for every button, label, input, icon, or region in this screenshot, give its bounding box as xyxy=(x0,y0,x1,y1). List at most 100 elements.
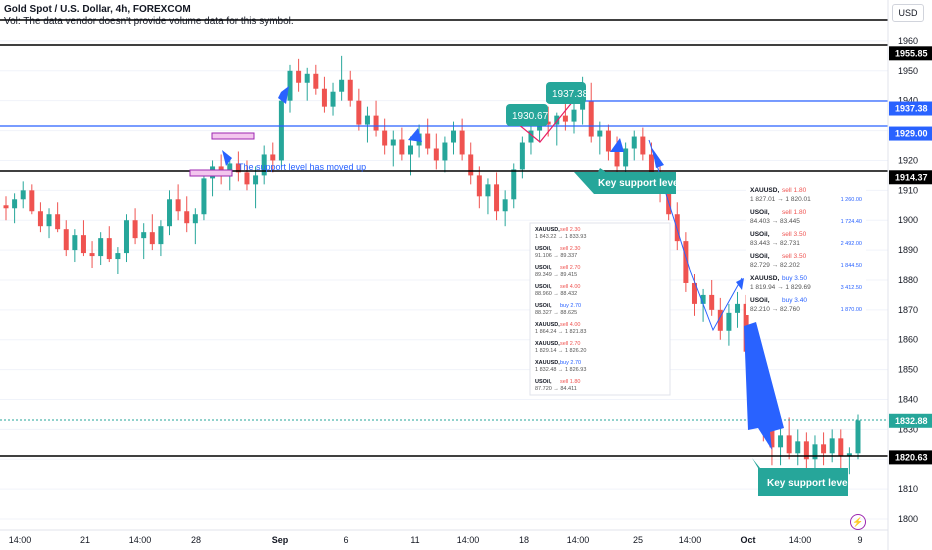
candle-body xyxy=(700,294,706,304)
candle-body xyxy=(347,79,353,101)
candle-body xyxy=(683,241,689,283)
candle-body xyxy=(356,100,362,125)
symbol-title[interactable]: Gold Spot / U.S. Dollar, 4h, FOREXCOM xyxy=(4,4,191,15)
trade-side: sell 3.50 xyxy=(782,253,807,260)
chart-drawings: The support level has moved up 1930.67 1… xyxy=(0,19,888,496)
trade-side: buy 3.50 xyxy=(782,275,807,282)
time-tick-label: 21 xyxy=(80,535,90,545)
candle-body xyxy=(3,205,9,209)
trade-symbol: USOil, xyxy=(535,379,552,385)
price-tag xyxy=(889,413,932,428)
candle-body xyxy=(605,130,611,152)
candle-body xyxy=(623,148,629,167)
trade-prices: 87.720 → 84.411 xyxy=(535,386,577,392)
big-arrow-down-icon xyxy=(744,322,784,450)
price-tag-label: 1820.63 xyxy=(895,452,928,462)
candle-body xyxy=(519,142,525,170)
price-tag xyxy=(889,46,932,61)
trade-symbol: USOil, xyxy=(535,303,552,309)
price-callout-1930[interactable] xyxy=(506,104,548,126)
trade-symbol: USOil, xyxy=(750,231,770,238)
trade-symbol: XAUUSD, xyxy=(750,187,779,194)
candle-body xyxy=(571,109,577,122)
price-tick-label: 1940 xyxy=(898,96,918,106)
time-tick-label: 11 xyxy=(410,535,419,545)
time-tick-label: Sep xyxy=(272,535,289,545)
flash-icon[interactable]: ⚡ xyxy=(850,514,866,530)
trade-prices: 1 829.14 → 1 826.20 xyxy=(535,348,586,354)
time-tick-label: 14:00 xyxy=(789,535,812,545)
price-tick-label: 1840 xyxy=(898,395,918,405)
candle-body xyxy=(364,115,370,125)
candle-body xyxy=(20,190,26,200)
key-support-callout-2-text: Key support level xyxy=(767,478,851,489)
time-tick-label: 14:00 xyxy=(457,535,480,545)
time-axis[interactable]: 14:00 21 14:00 28 Sep 6 11 14:00 18 14:00 25 14:00 O… xyxy=(0,529,888,545)
price-callout-1930-text: 1930.67 xyxy=(512,111,549,122)
candle-body xyxy=(278,100,284,161)
candle-body xyxy=(123,220,129,254)
trade-prices: 89.349 → 89.415 xyxy=(535,272,577,278)
candle-body xyxy=(855,420,861,454)
candle-body xyxy=(468,154,474,176)
key-support-callout-2[interactable] xyxy=(752,458,848,496)
price-tag xyxy=(889,101,932,116)
candle-body xyxy=(321,88,327,107)
candle-body xyxy=(485,184,491,197)
candle-body xyxy=(631,136,637,149)
candle-body xyxy=(821,444,827,454)
trade-profit: 1 870.00 xyxy=(841,307,862,313)
time-tick-label: 14:00 xyxy=(129,535,152,545)
zone-rect-upper[interactable] xyxy=(211,132,255,140)
price-tick-label: 1900 xyxy=(898,215,918,225)
candle-body xyxy=(235,163,241,173)
price-axis[interactable]: 1800181018201830184018501860187018801890… xyxy=(887,0,932,550)
candle-body xyxy=(735,303,741,313)
trade-side: sell 2.70 xyxy=(560,265,581,271)
candle-body xyxy=(597,130,603,137)
candle-body xyxy=(425,133,431,149)
time-tick-label: 14:00 xyxy=(9,535,32,545)
candle-body xyxy=(253,175,259,185)
time-tick-label: 18 xyxy=(519,535,529,545)
candle-body xyxy=(476,175,482,197)
price-tick-label: 1830 xyxy=(898,424,918,434)
candle-body xyxy=(132,220,138,239)
price-tick-label: 1950 xyxy=(898,66,918,76)
price-tick-label: 1920 xyxy=(898,155,918,165)
trade-prices: 91.106 → 89.337 xyxy=(535,253,577,259)
trade-profit: 2 492.00 xyxy=(841,241,862,247)
candle-body xyxy=(244,172,250,185)
currency-button[interactable]: USD xyxy=(892,4,924,22)
trade-side: sell 4.00 xyxy=(560,284,581,290)
candle-body xyxy=(803,441,809,460)
price-tag-label: 1937.38 xyxy=(895,104,928,114)
trade-prices: 82.210 → 82.760 xyxy=(750,306,800,313)
price-callout-1937[interactable] xyxy=(546,82,586,104)
price-tick-label: 1860 xyxy=(898,335,918,345)
candle-body xyxy=(580,100,586,110)
arrow-down-icon xyxy=(652,148,664,168)
candle-body xyxy=(201,178,207,215)
trade-symbol: XAUUSD, xyxy=(535,360,560,366)
candle-body xyxy=(674,214,680,242)
candle-body xyxy=(106,238,112,260)
trade-prices: 82.729 → 82.202 xyxy=(750,262,800,269)
candle-body xyxy=(175,199,181,212)
key-support-callout-1[interactable] xyxy=(574,168,676,194)
trade-profit: 3 412.50 xyxy=(841,285,862,291)
candle-body xyxy=(46,214,52,227)
trade-side: buy 2.70 xyxy=(560,303,581,309)
time-tick-label: 14:00 xyxy=(679,535,702,545)
price-tick-label: 1890 xyxy=(898,245,918,255)
trade-prices: 88.327 → 88.625 xyxy=(535,310,577,316)
trade-history-panel-1: XAUUSD, sell 2.301 843.22 → 1 833.93USOil… xyxy=(529,222,671,396)
trade-symbol: USOil, xyxy=(535,265,552,271)
candle-body xyxy=(829,438,835,454)
price-tag-label: 1955.85 xyxy=(895,48,928,58)
candle-body xyxy=(588,100,594,137)
zone-rect-lower[interactable] xyxy=(189,169,233,177)
price-tick-label: 1870 xyxy=(898,305,918,315)
candle-body xyxy=(330,91,336,107)
